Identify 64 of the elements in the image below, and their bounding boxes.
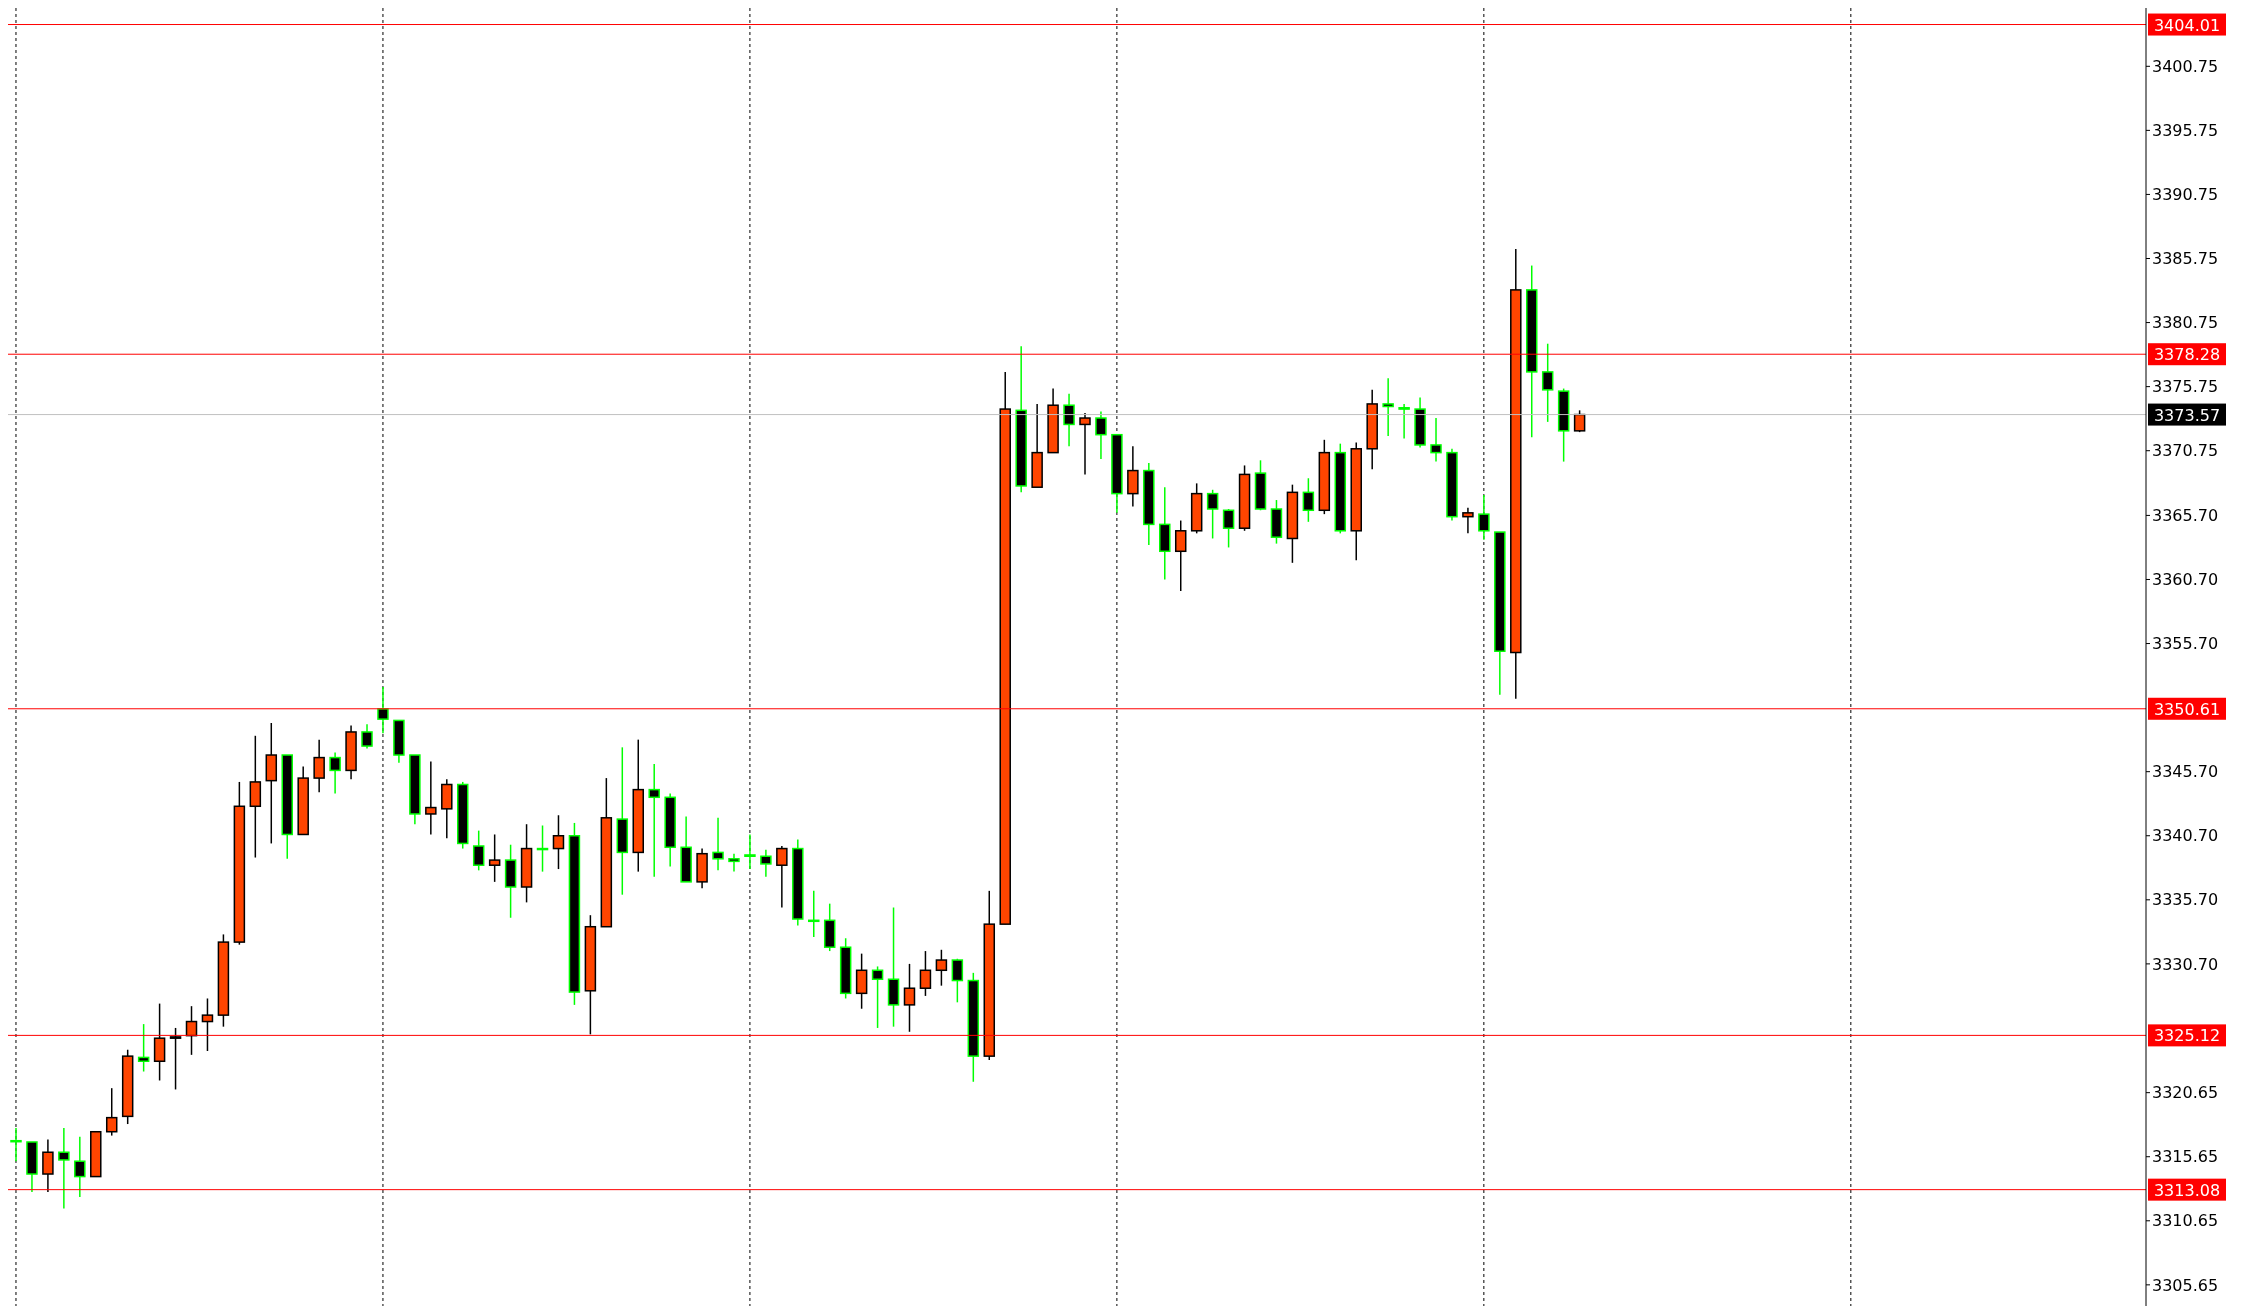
candlestick (201, 997, 214, 1052)
candlestick (169, 1027, 182, 1091)
candlestick (903, 963, 916, 1033)
candlestick (728, 852, 740, 873)
candlestick (1430, 417, 1442, 463)
y-tick-label: 3400.75 (2152, 56, 2219, 76)
candlestick (1206, 489, 1219, 540)
candlestick (1174, 519, 1187, 592)
ref-line-label: 3325.12 (2153, 1026, 2221, 1046)
candlestick (712, 817, 724, 872)
candlestick (1398, 403, 1410, 440)
y-tick-label: 3380.75 (2152, 313, 2219, 333)
candlestick (951, 958, 964, 1004)
candlestick (105, 1087, 118, 1137)
ref-line-label: 3373.57 (2153, 405, 2221, 425)
ref-line-label: 3404.01 (2153, 15, 2221, 35)
ref-line-label: 3378.28 (2153, 345, 2221, 365)
candlestick (552, 814, 565, 870)
y-tick-label: 3365.70 (2152, 506, 2219, 526)
candlestick (776, 845, 788, 909)
y-tick-label: 3370.75 (2152, 441, 2219, 461)
candlestick (425, 760, 437, 836)
y-tick-label: 3375.75 (2152, 377, 2219, 397)
y-tick-label: 3335.70 (2152, 890, 2219, 910)
candlestick (919, 950, 932, 997)
y-tick-label: 3320.65 (2152, 1083, 2219, 1103)
candlestick (329, 751, 341, 795)
candlestick (648, 763, 660, 878)
y-tick-label: 3315.65 (2152, 1147, 2219, 1167)
candlestick (488, 833, 501, 883)
candlestick (808, 890, 820, 938)
candlestick (58, 1127, 70, 1210)
candlestick (871, 965, 884, 1029)
candlestick (1541, 342, 1554, 423)
candlestick (1462, 506, 1474, 535)
candlestick (1095, 410, 1107, 460)
ref-line-label: 3350.61 (2153, 699, 2221, 719)
candlestick (935, 949, 948, 987)
y-tick-label: 3385.75 (2152, 249, 2219, 269)
y-tick-label: 3355.70 (2152, 634, 2219, 654)
y-tick-label: 3345.70 (2152, 762, 2219, 782)
candlestick (137, 1023, 150, 1073)
candlestick (1382, 377, 1394, 437)
candlestick (1127, 445, 1139, 508)
candlestick (1222, 508, 1235, 549)
candlestick (1063, 392, 1075, 447)
candlestick (42, 1138, 54, 1193)
candlestick (153, 1002, 166, 1082)
y-tick-label: 3305.65 (2152, 1275, 2219, 1295)
y-tick-label: 3330.70 (2152, 954, 2219, 974)
y-tick-label: 3360.70 (2152, 570, 2219, 590)
y-tick-label: 3310.65 (2152, 1211, 2219, 1231)
y-tick-label: 3390.75 (2152, 185, 2219, 205)
candlestick (760, 849, 772, 878)
candlestick (1302, 477, 1315, 523)
candlestick (472, 829, 485, 872)
candlestick (313, 738, 325, 793)
candlestick (1079, 412, 1091, 476)
candlestick (361, 723, 373, 750)
y-tick-label: 3395.75 (2152, 121, 2219, 141)
candlestick (74, 1136, 86, 1198)
ref-line-label: 3313.08 (2153, 1180, 2221, 1200)
candlestick (855, 952, 868, 1010)
y-tick-label: 3340.70 (2152, 826, 2219, 846)
